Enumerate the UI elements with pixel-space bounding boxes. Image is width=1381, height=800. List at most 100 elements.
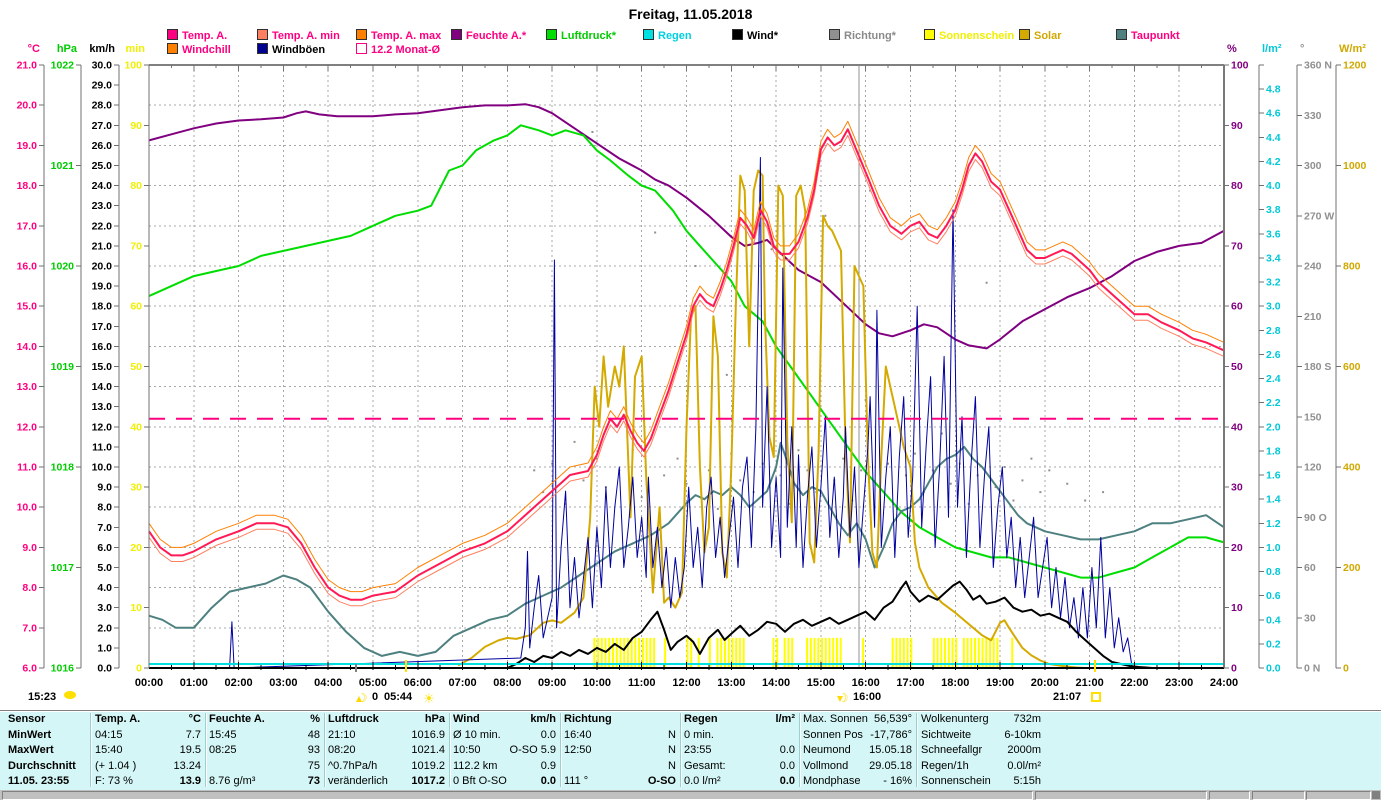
x-tick-label: 04:00 — [314, 677, 342, 689]
weather-chart: 00:00 01:00 02:00 03:00 04:00 05:00 06:00 07:00… — [17, 43, 1367, 706]
cell-right: 0.0 — [540, 728, 556, 741]
table-row: 04:15 7.7 — [95, 728, 201, 744]
axis-header: km/h — [89, 43, 115, 55]
table-row: 16:40 N — [564, 728, 676, 744]
table-divider — [680, 713, 682, 787]
x-tick-label: 21:00 — [1076, 677, 1104, 689]
x-tick-label: 23:00 — [1165, 677, 1193, 689]
legend-item-12-2-monat: 12.2 Monat-Ø — [356, 43, 440, 56]
axis-tick-label: 60 — [130, 301, 142, 313]
cell-left: 16:40 — [564, 728, 592, 741]
cell-right: 29.05.18 — [869, 759, 912, 772]
x-tick-label: 11:00 — [628, 677, 656, 689]
top-ticks — [170, 65, 1203, 71]
x-tick-label: 09:00 — [538, 677, 566, 689]
axis-tick-label: 4.0 — [97, 582, 112, 594]
moonset-label: 16:00 — [853, 691, 881, 703]
axis-tick-label: 10 — [1231, 602, 1243, 614]
axis-tick-label: 17.0 — [92, 321, 113, 333]
legend-swatch-windb-en — [257, 43, 268, 54]
cell-right: % — [310, 713, 320, 725]
axis-tick-label: 90 O — [1304, 512, 1327, 524]
axis-tick-label: 6.0 — [97, 542, 112, 554]
axis-tick-label: 22.0 — [92, 220, 113, 232]
table-row: Regen l/m² — [684, 712, 795, 728]
axis-tick-label: 50 — [130, 361, 142, 373]
table-row: (+ 1.04 ) 13.24 — [95, 759, 201, 775]
axis-header: W/m² — [1339, 43, 1366, 55]
table-row: Feuchte A.% — [209, 712, 320, 728]
cell-right: 6-10km — [1004, 728, 1041, 741]
cell-left: 0 min. — [684, 728, 714, 741]
statusbar-panel — [1035, 791, 1207, 800]
table-divider — [205, 713, 207, 787]
legend-label: Windböen — [272, 44, 326, 56]
cell-left: 08:20 — [328, 744, 356, 756]
axis-tick-label: 10.0 — [17, 502, 38, 514]
axis-tick-label: 1.0 — [97, 642, 112, 654]
legend-item-taupunkt: Taupunkt — [1116, 29, 1180, 42]
row-label: 11.05. 23:55 — [8, 775, 70, 787]
axis-tick-label: 1.6 — [1266, 470, 1281, 482]
axis-tick-label: 14.0 — [92, 381, 113, 393]
legend-item-richtung: Richtung* — [829, 29, 896, 42]
axis-tick-label: 180 S — [1304, 361, 1331, 373]
sunrise-sun-icon: ☀ — [423, 691, 435, 706]
x-axis-ticks — [170, 662, 1203, 670]
legend-swatch-temp-a-min — [257, 29, 268, 40]
legend-swatch-solar — [1019, 29, 1030, 40]
cell-left: (+ 1.04 ) — [95, 759, 137, 772]
axis-tick-label: 16.0 — [17, 261, 38, 273]
axis-tick-label: 13.0 — [92, 401, 113, 413]
axis-tick-label: 21.0 — [92, 240, 113, 252]
axis-tick-label: 12.0 — [92, 421, 113, 433]
axis-tick-label: 1.2 — [1266, 518, 1281, 530]
axis-tick-label: 2.0 — [97, 622, 112, 634]
axis-l-m: 0.0 0.2 0.4 0.6 0.8 1.0 1.2 1.4 1.6 1.8 2.0 2.2 2.4 2… — [1258, 43, 1282, 675]
axis-tick-label: 0 N — [1304, 663, 1320, 675]
table-row: 08:25 93 — [209, 743, 320, 759]
legend-label: Feuchte A.* — [466, 30, 527, 42]
axis-tick-label: 0.8 — [1266, 566, 1281, 578]
legend-swatch-temp-a — [167, 29, 178, 40]
cell-left: veränderlich — [328, 775, 388, 787]
table-divider — [90, 713, 92, 787]
axis-tick-label: 70 — [130, 240, 142, 252]
axis-tick-label: 11.0 — [92, 441, 112, 453]
axis-tick-label: 1018 — [51, 462, 75, 474]
axis-km-h: 0.0 1.0 2.0 3.0 4.0 5.0 6.0 7.0 8.0 9.0 10.0 11.0 12… — [89, 43, 120, 675]
astro-markers: 15:23 ☽ 0 05:44 ☀ ☽ 16:00 21:07 — [28, 660, 1101, 706]
axis-tick-label: 1016 — [51, 663, 75, 675]
series-windb-en — [229, 157, 1133, 669]
table-divider — [799, 713, 801, 787]
cell-left: Vollmond — [803, 759, 849, 772]
table-row: 75 — [209, 759, 320, 775]
x-tick-label: 05:00 — [359, 677, 387, 689]
legend-label: Temp. A. min — [272, 30, 340, 42]
table-col-info-6: Max. Sonnen 56,539° Sonnen Pos -17,786° Neum… — [803, 712, 912, 790]
axis-tick-label: 1017 — [51, 562, 75, 574]
series-taupunkt — [148, 441, 1225, 657]
table-col-info-7: Wolkenunterg 732m Sichtweite 6-10km Schneefa… — [921, 712, 1041, 790]
axis-tick-label: 11.0 — [17, 462, 37, 474]
series-solar — [457, 169, 1086, 669]
moonset-prev-label: 15:23 — [28, 691, 56, 703]
cell-right: 13.9 — [179, 775, 201, 787]
axis-tick-label: 20 — [130, 542, 142, 554]
axis-tick-label: 3.8 — [1266, 204, 1281, 216]
cell-left: 10:50 — [453, 744, 481, 756]
legend-item-sonnenschein: Sonnenschein — [924, 29, 1014, 42]
cell-right: l/m² — [775, 713, 795, 725]
legend-item-windchill: Windchill — [167, 43, 231, 56]
axis-tick-label: 80 — [1231, 180, 1243, 192]
table-row-labels: Sensor MinWert MaxWert Durchschnitt 11.05. 2… — [8, 712, 88, 790]
axis-tick-label: 30 — [130, 482, 142, 494]
cell-left: Sonnen Pos — [803, 728, 863, 741]
cell-left: Luftdruck — [328, 713, 379, 725]
axis-tick-label: 23.0 — [92, 200, 113, 212]
axis-tick-label: 13.0 — [17, 381, 38, 393]
axis-hpa: 1016 1017 1018 1019 1020 1021 1022 hPa — [51, 43, 82, 675]
axis-tick-label: 60 — [1304, 562, 1316, 574]
x-tick-label: 10:00 — [583, 677, 611, 689]
